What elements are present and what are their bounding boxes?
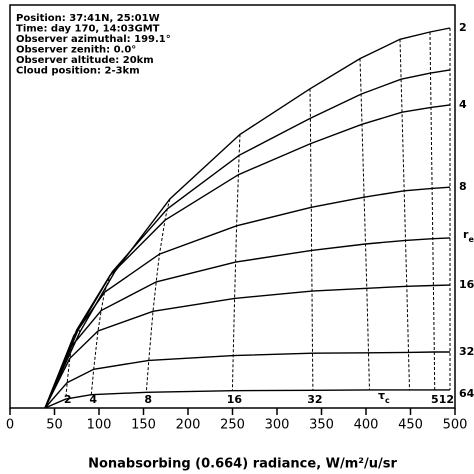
tau-line	[145, 198, 171, 393]
r-label: 8	[459, 180, 467, 193]
tau-line	[399, 39, 410, 390]
tau-symbol-main: τ	[378, 389, 385, 402]
tau-label: 512	[431, 393, 454, 406]
x-tick-label: 400	[354, 418, 379, 433]
tau-label: 4	[89, 393, 97, 406]
tau-line	[429, 31, 436, 390]
x-tick-label: 200	[176, 418, 201, 433]
annotation: Cloud position: 2-3km	[16, 66, 140, 77]
tau-line	[359, 58, 370, 390]
x-tick-label: 150	[131, 418, 156, 433]
tau-line	[90, 270, 116, 395]
x-tick-label: 500	[443, 418, 468, 433]
r-curve	[44, 186, 451, 409]
x-tick-label: 300	[265, 418, 290, 433]
r-curve	[44, 237, 451, 409]
annotation: Position: 37:41N, 25:01W	[16, 13, 160, 24]
r-symbol: re	[463, 228, 474, 244]
tau-symbol: τc	[378, 389, 390, 405]
x-tick-label: 0	[6, 418, 14, 433]
r-curve	[44, 284, 451, 409]
r-label: 16	[459, 278, 474, 291]
x-axis-label: Nonabsorbing (0.664) radiance, W/m²/u/sr	[88, 457, 397, 472]
annotation: Observer zenith: 0.0°	[16, 45, 136, 56]
annotation: Time: day 170, 14:03GMT	[16, 24, 160, 35]
r-label: 4	[459, 98, 467, 111]
r-curve	[44, 351, 450, 409]
tau-line	[231, 134, 241, 391]
x-tick-label: 450	[398, 418, 423, 433]
r-label: 2	[459, 21, 467, 34]
tau-symbol-sub: c	[385, 396, 390, 405]
r-curve	[44, 104, 451, 409]
tau-label: 32	[307, 393, 322, 406]
r-label: 32	[459, 345, 474, 358]
tau-line	[309, 88, 314, 391]
x-tick-label: 50	[46, 418, 63, 433]
r-curve	[44, 389, 450, 409]
tau-label: 16	[227, 393, 243, 406]
tau-label: 2	[64, 393, 72, 406]
x-tick-label: 350	[309, 418, 334, 433]
r-symbol-main: r	[463, 228, 469, 241]
r-symbol-sub: e	[468, 235, 474, 244]
r-label: 64	[459, 387, 474, 400]
annotation: Observer altitude: 20km	[16, 55, 154, 66]
tau-label: 8	[144, 393, 152, 406]
annotation: Observer azimuthal: 199.1°	[16, 34, 171, 45]
x-tick-label: 100	[87, 418, 112, 433]
x-tick-label: 250	[220, 418, 245, 433]
